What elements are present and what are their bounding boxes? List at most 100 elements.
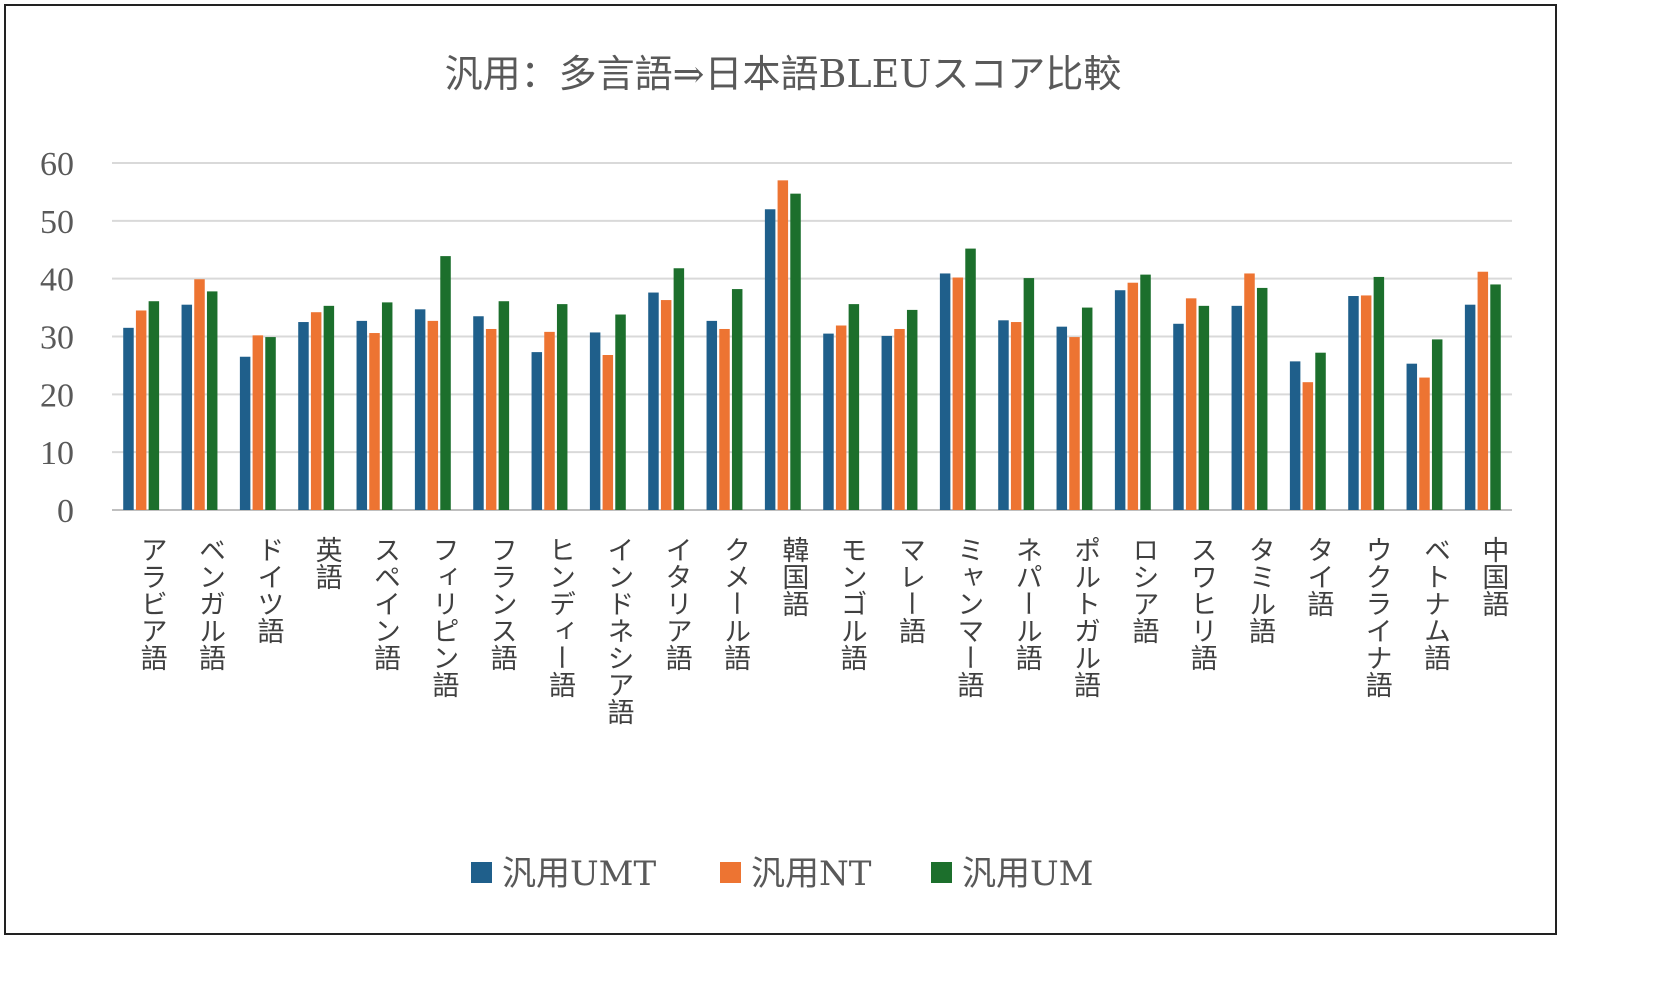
bar: [952, 277, 964, 510]
legend-swatch: [931, 862, 952, 883]
bar: [1360, 295, 1372, 510]
y-axis-ticks: 0 10 20 30 40 50 60: [40, 146, 74, 530]
bar: [906, 309, 918, 510]
bar: [965, 248, 976, 511]
bar: [148, 301, 160, 510]
x-tick-label: フィリピン語: [427, 536, 458, 698]
bar: [1477, 271, 1489, 510]
y-tick-label: 20: [40, 377, 74, 414]
bar: [498, 301, 510, 510]
bar: [1185, 298, 1197, 510]
bar: [135, 310, 147, 510]
bar: [1127, 282, 1139, 510]
bar: [1231, 305, 1243, 510]
bar: [1140, 274, 1151, 510]
bar: [823, 333, 834, 510]
bar: [1419, 377, 1430, 510]
x-tick-label: ドイツ語: [252, 536, 283, 644]
bar: [589, 332, 601, 510]
bar: [1464, 304, 1476, 510]
bar: [998, 320, 1009, 510]
x-tick-label: モンゴル語: [836, 536, 867, 671]
bar: [731, 289, 743, 510]
bar: [764, 209, 776, 510]
bar: [381, 302, 393, 510]
x-tick-label: 英語: [311, 536, 342, 590]
bar: [531, 352, 543, 510]
bar: [206, 291, 218, 510]
bar: [648, 292, 659, 510]
x-tick-label: ベンガル語: [194, 536, 225, 671]
x-tick-label: アラビア語: [136, 536, 167, 671]
bar: [414, 309, 426, 510]
x-tick-label: ヒンディー語: [544, 536, 575, 698]
bar: [473, 316, 484, 510]
x-tick-label: タミル語: [1244, 536, 1275, 644]
y-tick-label: 50: [40, 204, 74, 241]
x-tick-label: クメール語: [719, 536, 750, 671]
bar: [239, 356, 251, 510]
bar: [939, 273, 951, 510]
bar: [790, 193, 801, 510]
x-tick-label: スワヒリ語: [1186, 536, 1217, 671]
legend: 汎用UMT 汎用NT 汎用UM: [471, 854, 1093, 894]
bar: [881, 335, 893, 510]
legend-swatch: [471, 862, 492, 883]
bar: [356, 320, 368, 510]
bar: [1114, 290, 1126, 510]
bar: [1490, 284, 1501, 510]
chart-title: 汎用：多言語⇒日本語BLEUスコア比較: [445, 52, 1122, 96]
bar: [1431, 339, 1443, 510]
bar: [1244, 273, 1255, 510]
y-tick-label: 40: [40, 262, 74, 299]
y-tick-label: 30: [40, 320, 74, 357]
bar: [1056, 326, 1068, 510]
bar: [427, 320, 439, 510]
legend-swatch: [720, 862, 741, 883]
x-tick-label: ベトナム語: [1419, 536, 1450, 671]
bar: [265, 337, 276, 510]
bar: [369, 333, 380, 510]
bar: [310, 312, 322, 510]
bar: [1173, 323, 1184, 510]
legend-label: 汎用UMT: [502, 854, 656, 894]
x-tick-label: ミャンマー語: [952, 536, 983, 698]
x-tick-label: ウクライナ語: [1361, 536, 1392, 698]
bar: [440, 256, 451, 510]
x-tick-label: ロシア語: [1127, 536, 1158, 644]
x-tick-label: タイ語: [1302, 536, 1333, 617]
bar: [1315, 352, 1326, 510]
bar: [1348, 296, 1359, 510]
x-tick-label: ポルトガル語: [1069, 536, 1100, 698]
legend-label: 汎用NT: [751, 854, 872, 894]
x-axis-categories: アラビア語 ベンガル語 ドイツ語 英語 スペイン語 フィリピン語 フランス語 ヒンディー語 イン…: [136, 536, 1509, 725]
bar: [1198, 305, 1210, 510]
bar: [298, 322, 309, 510]
legend-label: 汎用UM: [962, 854, 1093, 894]
bar: [1373, 276, 1385, 510]
bar-series: [123, 180, 1501, 511]
bar: [1081, 307, 1093, 510]
bar: [894, 328, 905, 510]
x-tick-label: インドネシア語: [602, 536, 633, 725]
x-tick-label: 韓国語: [777, 536, 808, 617]
bar: [777, 180, 789, 510]
bar: [706, 320, 718, 510]
x-tick-label: マレー語: [894, 536, 925, 644]
y-tick-label: 10: [40, 435, 74, 472]
y-tick-label: 0: [57, 493, 74, 530]
bar: [602, 355, 614, 510]
bar: [673, 268, 685, 510]
x-tick-label: イタリア語: [661, 536, 692, 671]
bar: [123, 327, 134, 510]
x-tick-label: 中国語: [1477, 536, 1508, 617]
x-tick-label: スペイン語: [369, 536, 400, 671]
bar: [1289, 361, 1301, 510]
bar: [1406, 363, 1418, 510]
bar: [1069, 337, 1080, 510]
bar: [194, 279, 205, 510]
bar: [485, 328, 497, 510]
bar: [660, 300, 672, 510]
bar: [1302, 382, 1314, 510]
